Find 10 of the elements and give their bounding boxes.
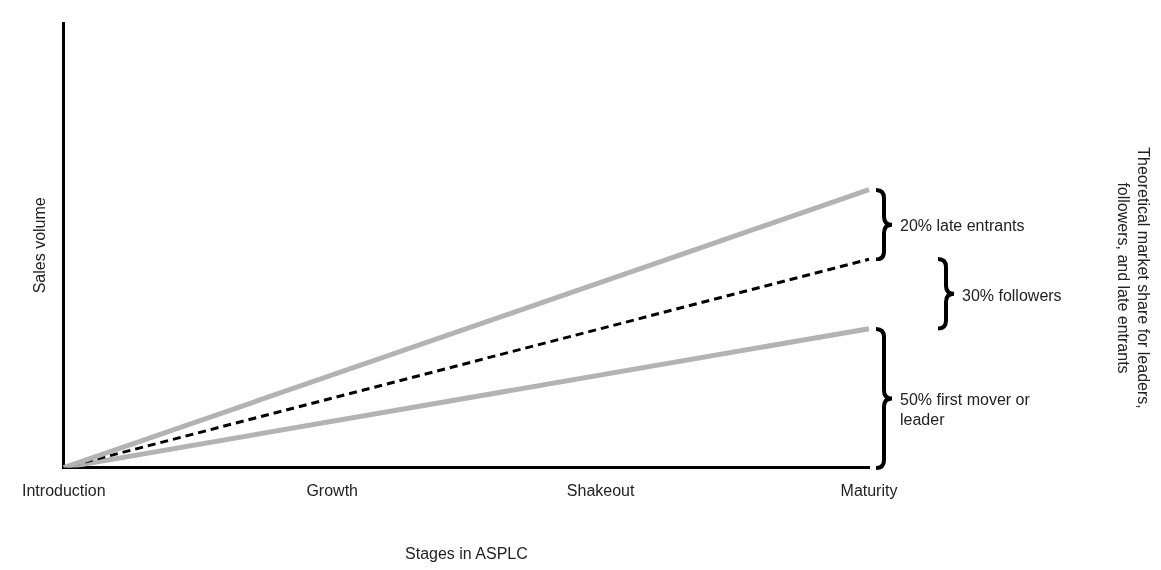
text: Theoretical market share for leaders, followers, and late entrants bbox=[1114, 146, 1153, 411]
text: 20% late entrants bbox=[900, 216, 1026, 237]
x-tick-label: Shakeout bbox=[566, 481, 635, 499]
y-axis-title: Sales volume bbox=[30, 197, 48, 294]
x-tick-label: Maturity bbox=[840, 481, 898, 499]
text: 30% followers bbox=[962, 285, 1063, 306]
x-axis-title: Stages in ASPLC bbox=[405, 544, 528, 562]
x-tick-label: Introduction bbox=[22, 481, 106, 499]
x-tick-label: Growth bbox=[306, 481, 358, 499]
text: 50% first mover or leader bbox=[900, 390, 1030, 431]
